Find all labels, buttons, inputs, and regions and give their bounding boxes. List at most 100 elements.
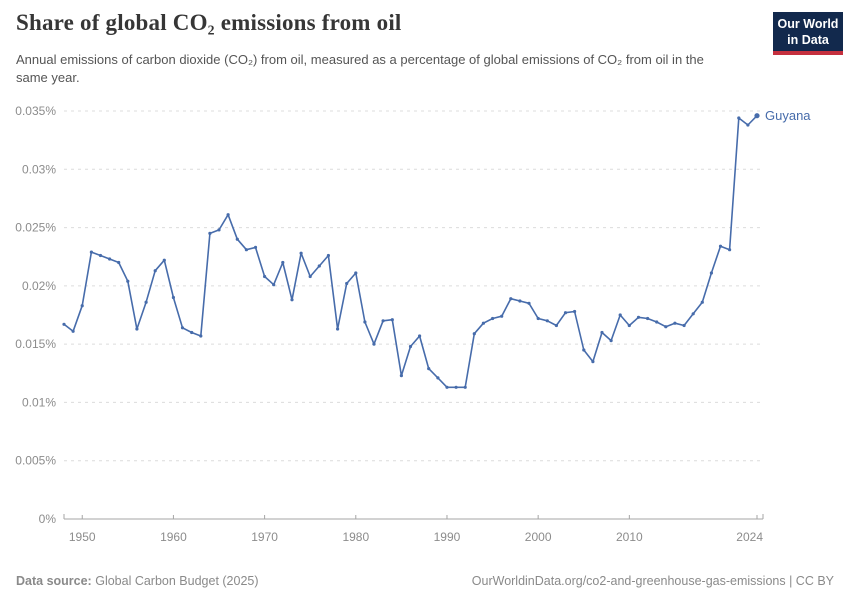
data-point[interactable] bbox=[554, 323, 559, 328]
y-axis-label: 0.005% bbox=[15, 454, 56, 468]
data-point[interactable] bbox=[737, 116, 741, 120]
data-point[interactable] bbox=[527, 301, 531, 305]
data-point[interactable] bbox=[445, 385, 449, 389]
data-point[interactable] bbox=[472, 332, 476, 336]
data-point[interactable] bbox=[463, 385, 467, 389]
data-point[interactable] bbox=[682, 323, 686, 328]
x-axis-label: 2024 bbox=[736, 530, 763, 544]
owid-logo[interactable]: Our World in Data bbox=[773, 12, 843, 55]
data-point[interactable] bbox=[190, 330, 194, 335]
data-point[interactable] bbox=[436, 376, 440, 380]
data-point[interactable] bbox=[326, 253, 330, 258]
data-point[interactable] bbox=[226, 213, 230, 217]
data-source-label: Data source: bbox=[16, 574, 92, 588]
data-point[interactable] bbox=[673, 321, 677, 325]
footer-link[interactable]: OurWorldinData.org/co2-and-greenhouse-ga… bbox=[471, 574, 834, 588]
data-point[interactable] bbox=[253, 245, 258, 249]
data-point[interactable] bbox=[591, 360, 595, 364]
data-point[interactable] bbox=[728, 248, 732, 252]
entity-label-guyana[interactable]: Guyana bbox=[765, 108, 811, 123]
y-axis-label: 0.035% bbox=[15, 104, 56, 118]
data-point[interactable] bbox=[718, 244, 723, 248]
data-point[interactable] bbox=[180, 326, 185, 330]
data-point[interactable] bbox=[454, 385, 458, 389]
data-point[interactable] bbox=[290, 298, 294, 302]
data-point[interactable] bbox=[481, 321, 485, 325]
y-axis-label: 0.015% bbox=[15, 337, 56, 351]
data-point[interactable] bbox=[299, 251, 303, 255]
data-point[interactable] bbox=[108, 257, 112, 261]
data-point[interactable] bbox=[691, 312, 695, 316]
data-point[interactable] bbox=[655, 320, 659, 324]
data-point[interactable] bbox=[545, 319, 549, 323]
data-point[interactable] bbox=[126, 279, 130, 283]
footer: Data source: Global Carbon Budget (2025)… bbox=[16, 574, 834, 588]
x-axis-label: 1990 bbox=[434, 530, 461, 544]
data-point[interactable] bbox=[263, 274, 267, 279]
data-point[interactable] bbox=[618, 313, 622, 317]
data-point[interactable] bbox=[609, 339, 613, 343]
data-point[interactable] bbox=[363, 320, 367, 324]
data-point[interactable] bbox=[754, 113, 760, 119]
owid-logo-line1: Our World bbox=[777, 17, 839, 31]
data-point[interactable] bbox=[62, 322, 66, 326]
data-point[interactable] bbox=[244, 248, 248, 252]
data-point[interactable] bbox=[518, 299, 522, 303]
data-point[interactable] bbox=[345, 281, 349, 286]
x-axis-label: 1960 bbox=[160, 530, 187, 544]
data-point[interactable] bbox=[135, 327, 139, 331]
chart-subtitle: Annual emissions of carbon dioxide (CO₂)… bbox=[16, 52, 704, 86]
data-point[interactable] bbox=[700, 300, 704, 304]
data-point[interactable] bbox=[573, 309, 577, 314]
data-point[interactable] bbox=[272, 283, 276, 287]
data-point[interactable] bbox=[199, 334, 203, 338]
data-point[interactable] bbox=[217, 228, 221, 232]
x-axis-label: 2010 bbox=[616, 530, 643, 544]
data-point[interactable] bbox=[208, 231, 212, 235]
data-point[interactable] bbox=[636, 315, 641, 319]
data-point[interactable] bbox=[117, 260, 121, 265]
data-point[interactable] bbox=[746, 123, 750, 127]
data-point[interactable] bbox=[381, 319, 385, 323]
data-point[interactable] bbox=[427, 367, 431, 371]
data-point[interactable] bbox=[80, 304, 84, 308]
data-point[interactable] bbox=[162, 258, 166, 262]
data-point[interactable] bbox=[71, 329, 75, 333]
data-point[interactable] bbox=[600, 330, 604, 335]
data-point[interactable] bbox=[582, 348, 586, 352]
data-point[interactable] bbox=[536, 316, 540, 321]
data-point[interactable] bbox=[317, 264, 321, 268]
data-point[interactable] bbox=[89, 250, 93, 254]
data-point[interactable] bbox=[509, 297, 513, 301]
data-point[interactable] bbox=[98, 253, 103, 258]
data-point[interactable] bbox=[399, 374, 403, 378]
x-axis-label: 2000 bbox=[525, 530, 552, 544]
data-point[interactable] bbox=[418, 334, 422, 338]
data-source-value: Global Carbon Budget (2025) bbox=[95, 574, 259, 588]
data-point[interactable] bbox=[563, 311, 568, 315]
data-point[interactable] bbox=[664, 325, 668, 329]
data-point[interactable] bbox=[491, 316, 495, 321]
data-point[interactable] bbox=[372, 342, 376, 346]
data-point[interactable] bbox=[153, 269, 157, 273]
data-point[interactable] bbox=[235, 237, 239, 241]
data-point[interactable] bbox=[500, 314, 504, 318]
data-point[interactable] bbox=[171, 295, 175, 300]
data-point[interactable] bbox=[354, 271, 358, 275]
y-axis-label: 0.02% bbox=[22, 279, 56, 293]
y-axis-label: 0.03% bbox=[22, 162, 56, 176]
data-point[interactable] bbox=[390, 318, 394, 322]
page-title: Share of global CO₂ emissions from oil bbox=[16, 10, 402, 35]
data-point[interactable] bbox=[646, 316, 650, 321]
data-point[interactable] bbox=[627, 323, 631, 328]
y-axis-label: 0.025% bbox=[15, 221, 56, 235]
data-point[interactable] bbox=[709, 271, 714, 275]
data-point[interactable] bbox=[308, 274, 312, 279]
data-point[interactable] bbox=[336, 327, 340, 331]
data-point[interactable] bbox=[281, 260, 285, 265]
data-point[interactable] bbox=[144, 300, 148, 304]
owid-logo-line2: in Data bbox=[787, 33, 829, 47]
y-axis-label: 0% bbox=[39, 512, 57, 526]
data-point[interactable] bbox=[408, 344, 413, 349]
